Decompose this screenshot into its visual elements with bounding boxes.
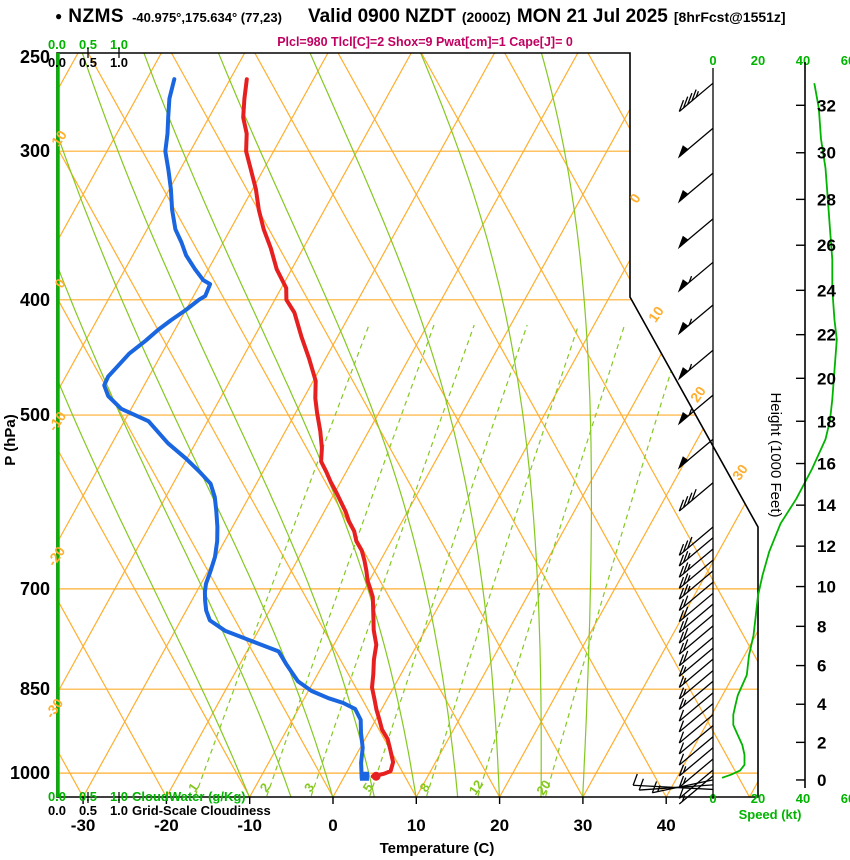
speed-tick-top: 40 [796, 53, 810, 68]
height-tick-label: 12 [817, 537, 836, 556]
station-coordinates: -40.975°,175.634° (77,23) [132, 10, 282, 25]
station-bullet-icon: ● [55, 9, 63, 23]
pressure-tick-label: 250 [20, 47, 50, 67]
cloudwater-scale-top: 0.0 [48, 37, 66, 52]
speed-tick-bottom: 40 [796, 791, 810, 806]
cloudwater-scale-top: 1.0 [110, 37, 128, 52]
temperature-tick-label: -30 [71, 816, 96, 835]
cloudwater-scale-bottom: 0.0 [48, 789, 66, 804]
isotherm-label: 10 [645, 303, 667, 325]
cloudiness-scale-top: 0.0 [48, 55, 66, 70]
station-name: NZMS [68, 6, 125, 27]
sounding-indices: Plcl=980 Tlcl[C]=2 Shox=9 Pwat[cm]=1 Cap… [0, 33, 850, 51]
mixing-ratio-label: 3 [301, 780, 317, 795]
cloudiness-scale-bottom: 1.0 [110, 803, 128, 818]
height-tick-label: 6 [817, 657, 826, 676]
adiabat-label: 10 [48, 127, 70, 149]
surface-dewpoint-marker [359, 771, 369, 781]
height-axis-title: Height (1000 Feet) [767, 392, 784, 517]
valid-time: Valid 0900 NZDT [307, 6, 456, 27]
height-tick-label: 20 [817, 369, 836, 388]
surface-temperature-marker [371, 771, 381, 781]
height-tick-label: 24 [817, 281, 836, 300]
speed-tick-top: 60 [841, 53, 850, 68]
pressure-tick-label: 400 [20, 290, 50, 310]
mixing-ratio-label: 20 [533, 777, 554, 797]
adiabat-label: -20 [44, 543, 69, 569]
pressure-tick-label: 700 [20, 579, 50, 599]
pressure-tick-label: 500 [20, 405, 50, 425]
dewpoint-curve [102, 77, 365, 781]
speed-tick-top: 0 [709, 53, 716, 68]
valid-time-utc: (2000Z) [461, 9, 511, 25]
temperature-tick-label: 0 [328, 816, 337, 835]
pressure-axis: 250 300 400 500 700 850 1000 [10, 47, 50, 783]
cloudwater-axis-title: CloudWater (g/Kg) [132, 789, 246, 804]
forecast-run-info: [8hrFcst@1551z] [673, 9, 786, 25]
plot-area [57, 53, 758, 797]
isotherms [57, 53, 758, 797]
plot-frame [56, 52, 759, 798]
moist-adiabats [57, 53, 593, 797]
height-tick-label: 10 [817, 578, 836, 597]
speed-tick-top: 20 [751, 53, 765, 68]
isobar-gridlines [57, 150, 758, 774]
height-tick-label: 4 [817, 695, 827, 714]
height-tick-label: 28 [817, 190, 836, 209]
pressure-axis-title: P (hPa) [2, 414, 19, 465]
valid-date: MON 21 Jul 2025 [516, 6, 668, 27]
height-tick-label: 32 [817, 96, 836, 115]
cloud-scales: 0.00.00.00.00.50.50.50.51.01.01.01.0Clou… [48, 37, 271, 818]
cloudwater-scale-top: 0.5 [79, 37, 97, 52]
height-tick-label: 0 [817, 771, 826, 790]
pressure-tick-label: 1000 [10, 763, 50, 783]
temperature-tick-label: -20 [154, 816, 179, 835]
cloudiness-scale-top: 0.5 [79, 55, 97, 70]
speed-scales: 0 0 20 20 40 40 60 60 Speed (kt) [709, 53, 850, 822]
height-tick-label: 26 [817, 236, 836, 255]
wind-speed-curve [721, 83, 838, 779]
height-tick-label: 14 [817, 496, 836, 515]
height-tick-label: 8 [817, 617, 826, 636]
speed-tick-bottom: 20 [751, 791, 765, 806]
temperature-axis-title: Temperature (C) [380, 840, 495, 857]
height-tick-label: 2 [817, 733, 826, 752]
height-tick-label: 18 [817, 412, 836, 431]
isotherm-label: 0 [626, 190, 644, 206]
temperature-curve [241, 77, 396, 779]
pressure-tick-label: 850 [20, 679, 50, 699]
cloudiness-scale-bottom: 0.0 [48, 803, 66, 818]
temperature-axis: -30 -20 -10 0 10 20 30 40 Temperature (C) [71, 797, 676, 857]
mixing-ratio-lines [194, 324, 686, 797]
height-tick-label: 22 [817, 326, 836, 345]
speed-axis-title: Speed (kt) [739, 807, 802, 822]
mixing-ratio-label: 12 [466, 777, 487, 797]
temperature-tick-label: 40 [657, 816, 676, 835]
cloudiness-scale-bottom: 0.5 [79, 803, 97, 818]
mixing-ratio-label: 2 [257, 780, 273, 795]
wind-barbs [632, 82, 714, 805]
temperature-tick-label: 10 [407, 816, 426, 835]
speed-tick-bottom: 60 [841, 791, 850, 806]
pressure-tick-label: 300 [20, 141, 50, 161]
cloudiness-axis-title: Grid-Scale Cloudiness [132, 803, 271, 818]
header: ● NZMS -40.975°,175.634° (77,23) Valid 0… [55, 6, 786, 28]
cloudiness-scale-top: 1.0 [110, 55, 128, 70]
height-tick-label: 30 [817, 144, 836, 163]
height-tick-label: 16 [817, 455, 836, 474]
dry-adiabats [57, 53, 758, 797]
indices-text: Plcl=980 Tlcl[C]=2 Shox=9 Pwat[cm]=1 Cap… [277, 35, 573, 49]
temperature-tick-label: 20 [490, 816, 509, 835]
temperature-tick-label: -10 [237, 816, 262, 835]
temperature-tick-label: 30 [573, 816, 592, 835]
